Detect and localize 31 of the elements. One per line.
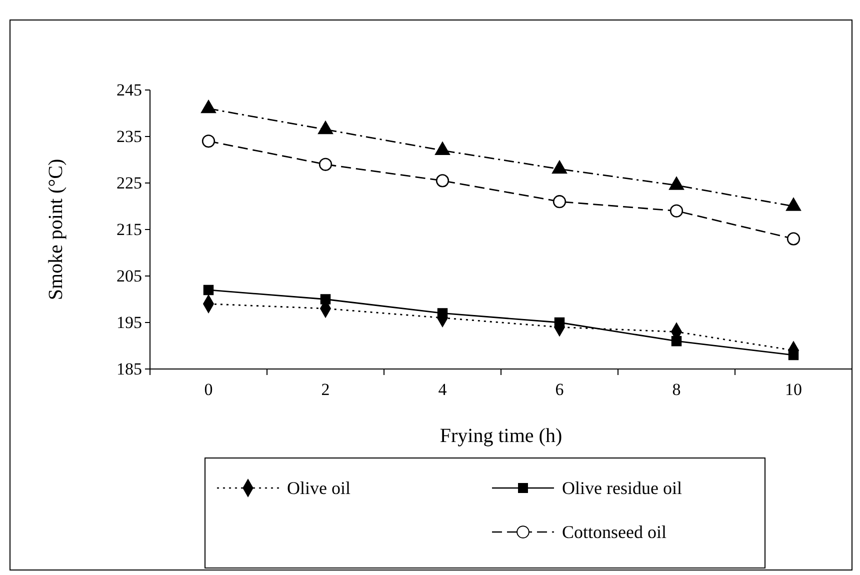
x-axis-title: Frying time (h) bbox=[440, 425, 562, 447]
y-tick-label: 245 bbox=[116, 80, 142, 100]
y-tick-label: 235 bbox=[116, 126, 142, 146]
y-tick-label: 195 bbox=[116, 312, 142, 332]
point bbox=[786, 232, 800, 246]
point bbox=[202, 134, 216, 148]
x-tick-label: 0 bbox=[204, 380, 213, 400]
point bbox=[436, 174, 450, 188]
x-tick-label: 10 bbox=[785, 380, 802, 400]
x-tick-label: 2 bbox=[321, 380, 330, 400]
x-tick-label: 4 bbox=[438, 380, 448, 400]
y-axis-title: Smoke point (°C) bbox=[45, 158, 67, 300]
point bbox=[552, 195, 566, 208]
point bbox=[786, 198, 801, 211]
y-tick-label: 185 bbox=[116, 359, 142, 378]
point bbox=[201, 100, 216, 114]
point bbox=[203, 284, 214, 296]
x-tick-label: 8 bbox=[672, 380, 681, 400]
y-tick-label: 225 bbox=[116, 173, 142, 192]
point bbox=[669, 176, 684, 190]
legend-label: Olive residue oil bbox=[562, 478, 682, 498]
point bbox=[318, 158, 332, 171]
point bbox=[435, 142, 450, 156]
point bbox=[552, 160, 567, 174]
legend-label: Cottonseed oil bbox=[562, 522, 666, 542]
point bbox=[670, 204, 684, 218]
y-tick-label: 205 bbox=[116, 266, 142, 286]
legend-label: Olive oil bbox=[287, 478, 350, 498]
y-tick-label: 215 bbox=[116, 220, 142, 239]
point bbox=[318, 121, 333, 134]
x-tick-label: 6 bbox=[555, 380, 564, 400]
